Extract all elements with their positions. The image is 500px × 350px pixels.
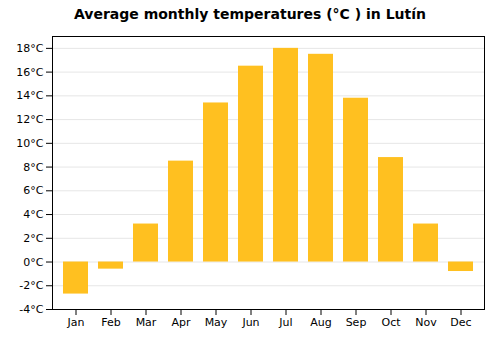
svg-text:18°C: 18°C (16, 42, 43, 55)
svg-text:Apr: Apr (171, 316, 191, 329)
svg-text:-4°C: -4°C (19, 303, 43, 316)
svg-text:-2°C: -2°C (19, 279, 43, 292)
svg-text:Jul: Jul (278, 316, 292, 329)
svg-text:0°C: 0°C (23, 256, 43, 269)
svg-text:May: May (205, 316, 228, 329)
svg-text:Dec: Dec (450, 316, 471, 329)
svg-text:12°C: 12°C (16, 113, 43, 126)
svg-text:Aug: Aug (310, 316, 331, 329)
svg-text:14°C: 14°C (16, 89, 43, 102)
svg-text:8°C: 8°C (23, 161, 43, 174)
svg-text:4°C: 4°C (23, 208, 43, 221)
svg-text:2°C: 2°C (23, 232, 43, 245)
svg-text:16°C: 16°C (16, 66, 43, 79)
svg-text:Feb: Feb (101, 316, 120, 329)
svg-text:6°C: 6°C (23, 184, 43, 197)
svg-text:Sep: Sep (346, 316, 367, 329)
html-text:Average monthly temperatures (: Average monthly temperatures (°C ) in Lu… (74, 6, 426, 22)
svg-text:Oct: Oct (381, 316, 401, 329)
svg-text:10°C: 10°C (16, 137, 43, 150)
svg-text:Mar: Mar (136, 316, 157, 329)
svg-text:Nov: Nov (415, 316, 437, 329)
svg-text:Jun: Jun (241, 316, 259, 329)
svg-text:Jan: Jan (67, 316, 85, 329)
